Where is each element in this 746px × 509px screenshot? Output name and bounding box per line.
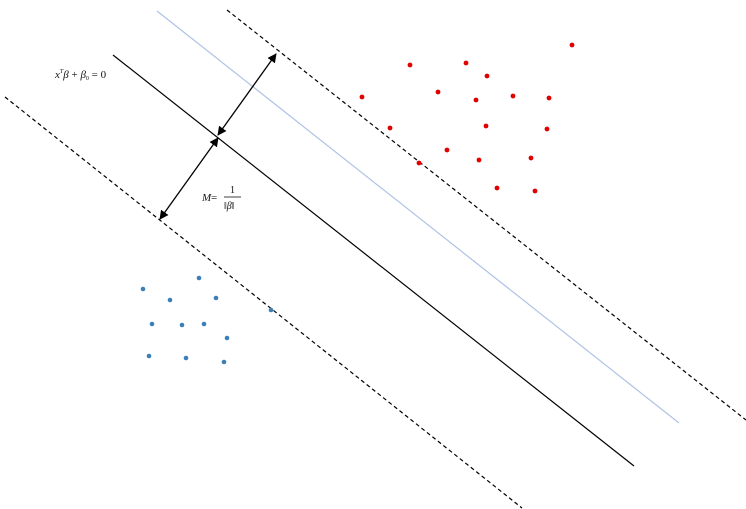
negative-point: [201, 321, 207, 327]
negative-point: [268, 307, 274, 313]
positive-point: [510, 93, 516, 99]
margin-denominator: ‖β‖: [224, 201, 235, 212]
negative-point: [140, 286, 146, 292]
negative-point: [224, 335, 230, 341]
positive-point: [494, 185, 500, 191]
positive-point: [463, 60, 469, 66]
negative-point: [149, 321, 155, 327]
positive-point: [444, 147, 450, 153]
upper-margin-line: [226, 9, 746, 421]
positive-point: [483, 123, 489, 129]
negative-point: [146, 353, 152, 359]
negative-point: [167, 297, 173, 303]
upper-margin-arrow: [217, 53, 277, 136]
negative-point: [183, 355, 189, 361]
positive-point: [569, 42, 575, 48]
positive-point: [532, 188, 538, 194]
positive-point: [473, 97, 479, 103]
margin-numerator: 1: [230, 185, 235, 196]
negative-point: [179, 322, 185, 328]
margin-symbol: M: [201, 192, 212, 204]
positive-point: [435, 89, 441, 95]
negative-point: [221, 359, 227, 365]
lower-margin-arrow: [159, 137, 219, 220]
margin-formula: M = 1 ‖β‖: [201, 185, 241, 212]
decision-hyperplane: [112, 54, 635, 467]
positive-point: [476, 157, 482, 163]
hyperplane-equation: xTβ + β0 = 0: [54, 69, 107, 82]
negative-class-points: [140, 275, 274, 365]
positive-class-points: [359, 42, 575, 194]
positive-point: [528, 155, 534, 161]
lower-margin-line: [4, 96, 523, 509]
positive-point: [359, 94, 365, 100]
positive-point: [546, 95, 552, 101]
shifted-hyperplane-line: [156, 10, 680, 424]
margin-equals: =: [211, 192, 217, 204]
negative-point: [196, 275, 202, 281]
positive-point: [416, 160, 422, 166]
positive-point: [544, 126, 550, 132]
negative-point: [213, 295, 219, 301]
positive-point: [484, 73, 490, 79]
positive-point: [407, 62, 413, 68]
positive-point: [387, 125, 393, 131]
